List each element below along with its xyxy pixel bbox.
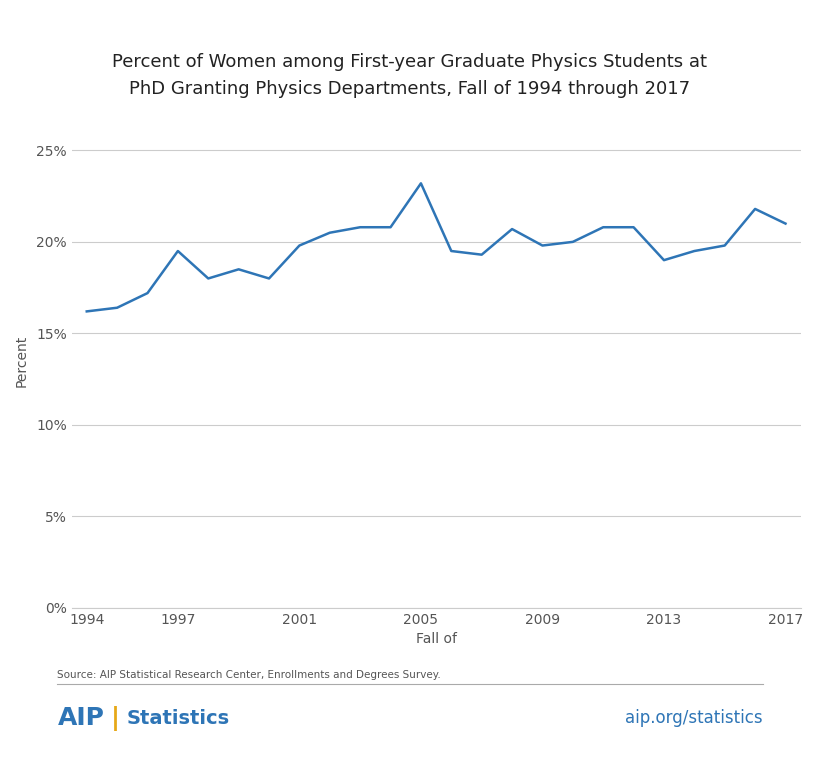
Text: AIP: AIP <box>57 706 104 730</box>
X-axis label: Fall of: Fall of <box>415 632 456 646</box>
Text: Percent of Women among First-year Graduate Physics Students at: Percent of Women among First-year Gradua… <box>112 53 707 71</box>
Text: |: | <box>111 706 120 730</box>
Text: Source: AIP Statistical Research Center, Enrollments and Degrees Survey.: Source: AIP Statistical Research Center,… <box>57 670 441 680</box>
Y-axis label: Percent: Percent <box>15 334 29 387</box>
Text: PhD Granting Physics Departments, Fall of 1994 through 2017: PhD Granting Physics Departments, Fall o… <box>129 80 690 98</box>
Text: Statistics: Statistics <box>127 708 230 728</box>
Text: aip.org/statistics: aip.org/statistics <box>624 709 762 727</box>
